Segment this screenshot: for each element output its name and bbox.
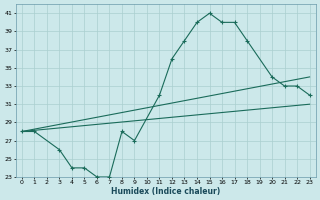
X-axis label: Humidex (Indice chaleur): Humidex (Indice chaleur) <box>111 187 220 196</box>
